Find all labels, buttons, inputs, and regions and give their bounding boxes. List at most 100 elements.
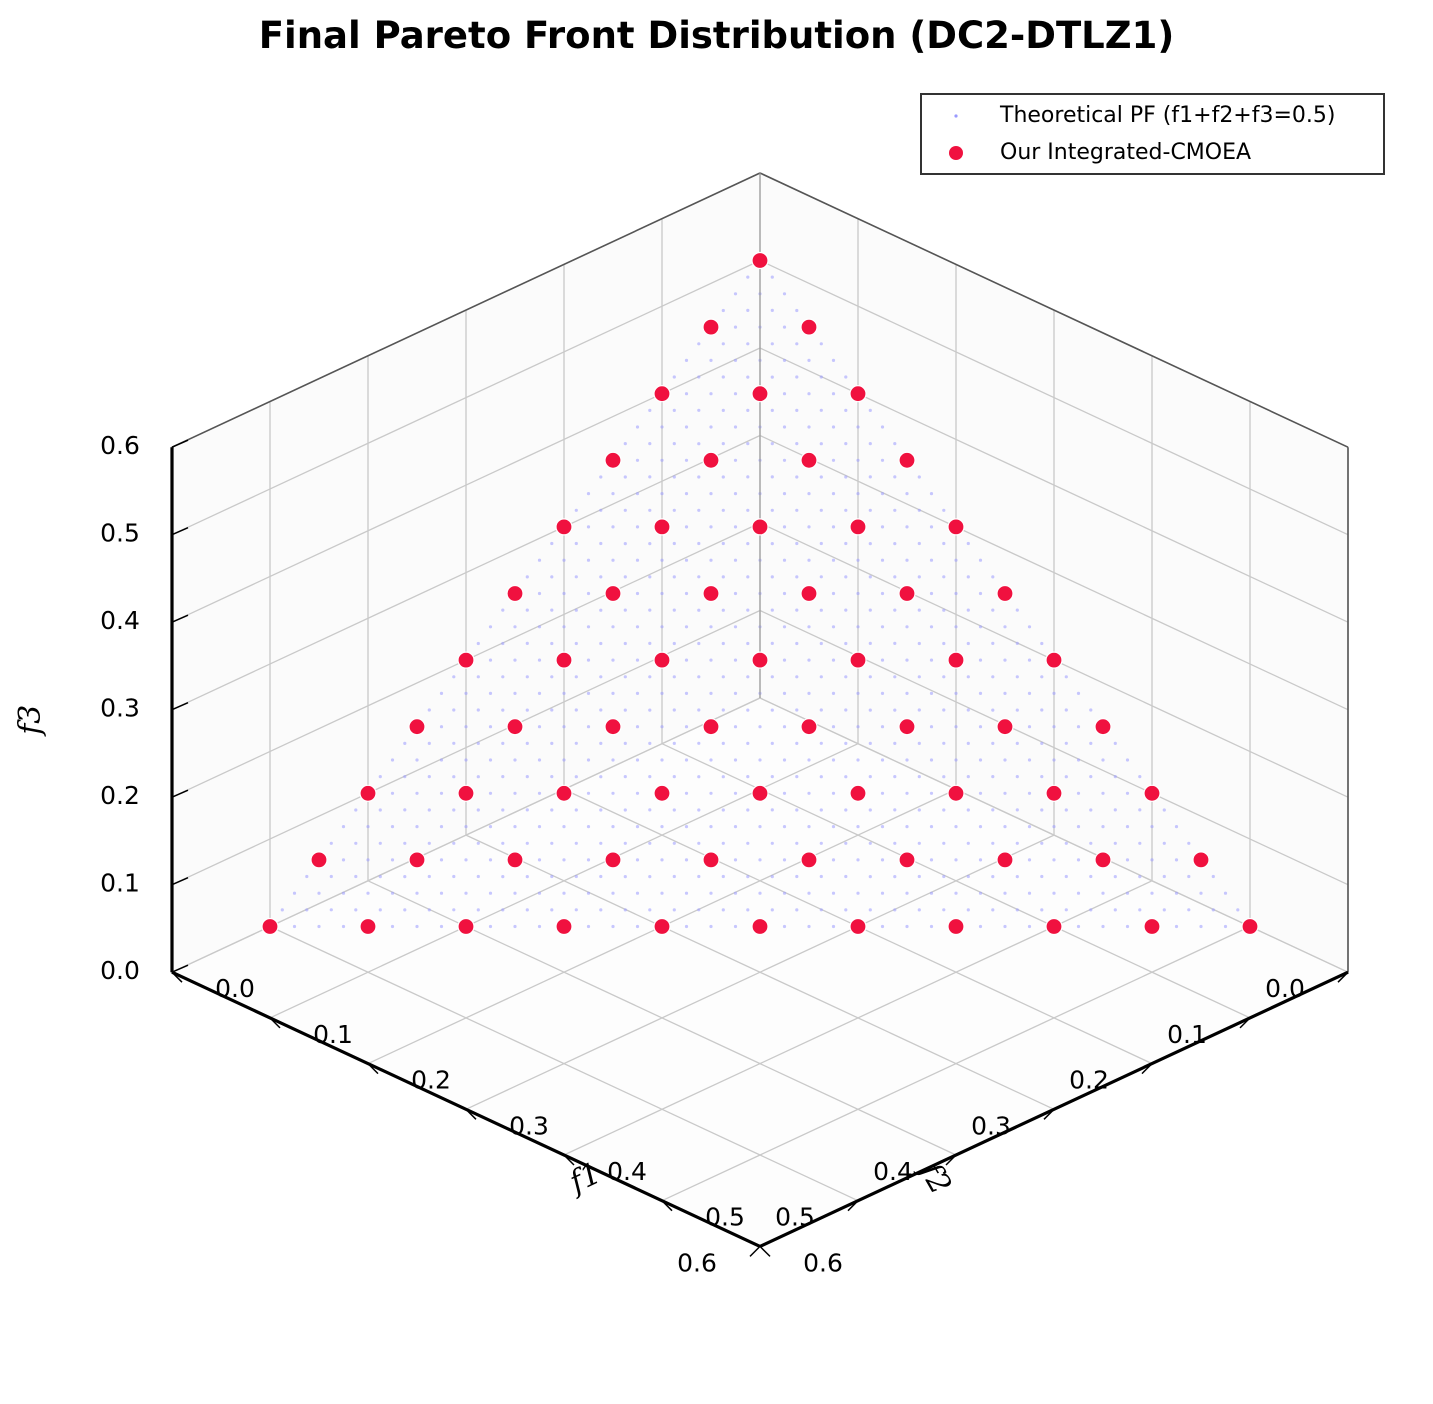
pf-point [880, 625, 885, 629]
pf-point [991, 741, 995, 746]
pf-point [868, 675, 872, 679]
pf-point [1027, 791, 1032, 795]
pf-point [868, 641, 872, 646]
pf-point [574, 608, 578, 612]
pf-point [844, 775, 848, 779]
pf-point [1003, 758, 1007, 762]
pf-point [599, 608, 603, 612]
pf-point [942, 775, 946, 779]
pf-point [403, 841, 407, 845]
pf-point [709, 358, 713, 362]
pf-point [733, 725, 738, 729]
integrated-cmoea-points [261, 251, 1259, 936]
pf-point [746, 675, 750, 679]
cmoea-point [506, 584, 524, 603]
pf-point [1138, 875, 1142, 879]
pf-point [697, 541, 701, 546]
tick-mark [367, 1063, 379, 1075]
cmoea-point [898, 851, 916, 869]
pf-point [427, 741, 431, 746]
pf-point [1187, 841, 1191, 845]
pf-point [611, 691, 615, 696]
pf-point [562, 691, 566, 696]
pf-point [525, 775, 529, 779]
pf-point [611, 625, 615, 629]
pf-point [1064, 908, 1068, 912]
cmoea-point [751, 917, 769, 936]
pf-point [648, 575, 652, 579]
pf-point [439, 758, 444, 762]
pf-point [611, 825, 615, 829]
tick-mark [171, 702, 189, 711]
tick-mark [171, 877, 189, 886]
pf-point [1089, 841, 1093, 845]
pf-point [1113, 741, 1117, 746]
pf-point [856, 425, 860, 429]
pf-point [709, 924, 713, 929]
pf-point [366, 858, 370, 862]
pf-point [782, 591, 787, 596]
pf-point [648, 741, 652, 746]
pf-point [1174, 891, 1179, 895]
pf-point [599, 541, 603, 546]
pf-point [574, 775, 578, 779]
pf-point [1138, 908, 1142, 912]
pf-point [562, 825, 566, 829]
pf-point [697, 575, 701, 579]
pf-point [574, 575, 578, 579]
pf-point [893, 808, 897, 812]
pf-point [464, 758, 468, 762]
pf-point [1174, 858, 1179, 862]
pf-point [856, 691, 860, 696]
pf-point [721, 308, 725, 313]
cmoea-point [359, 917, 377, 936]
pf-point [684, 492, 689, 496]
pf-point [464, 691, 468, 696]
pf-point [1089, 741, 1093, 746]
pf-point [770, 508, 774, 512]
pf-point [831, 625, 836, 629]
pf-point [905, 758, 909, 762]
pf-point [452, 775, 456, 779]
pf-point [623, 741, 627, 746]
pf-point [966, 641, 970, 646]
pf-point [966, 708, 970, 712]
pf-point [611, 924, 615, 929]
pf-point [1113, 875, 1117, 879]
pf-point [856, 492, 860, 496]
pf-point [488, 758, 493, 762]
pf-point [403, 808, 407, 812]
cmoea-point [996, 851, 1014, 869]
pf-point [709, 492, 713, 496]
pf-point [452, 675, 456, 679]
pf-point [917, 508, 921, 512]
cmoea-point [751, 651, 769, 669]
pf-point [954, 758, 958, 762]
pf-point [329, 841, 333, 845]
tick-mark [171, 964, 189, 973]
pf-point [684, 691, 689, 696]
pf-point [819, 841, 823, 845]
pf-point [635, 758, 640, 762]
pf-point [831, 458, 836, 462]
pf-point [966, 775, 970, 779]
pf-point [586, 725, 591, 729]
pf-point [684, 425, 689, 429]
pf-point [746, 775, 750, 779]
pf-point [525, 808, 529, 812]
pf-point [1015, 608, 1019, 612]
pf-point [758, 725, 762, 729]
f1-tick-label: 0.0 [215, 974, 255, 1003]
cmoea-point [359, 784, 377, 802]
pf-point [819, 908, 823, 912]
pf-point [1040, 908, 1044, 912]
pf-point [550, 641, 554, 646]
f3-tick-label: 0.1 [100, 869, 140, 898]
pf-point [844, 808, 848, 812]
pf-point [1125, 858, 1130, 862]
pf-point [929, 924, 934, 929]
pf-point [1211, 908, 1215, 912]
pf-point [1040, 641, 1044, 646]
pf-point [844, 874, 848, 879]
pf-point [525, 875, 529, 879]
